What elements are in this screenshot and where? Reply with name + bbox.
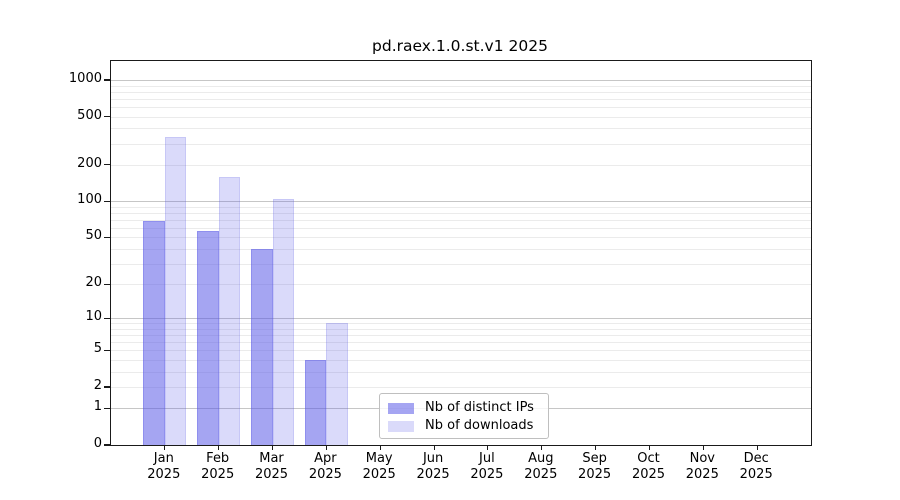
x-tick-label: Aug 2025 [524, 451, 558, 482]
gridline-minor [111, 91, 811, 93]
gridline-minor [111, 206, 811, 208]
y-tick-mark [104, 164, 110, 166]
y-tick-mark [104, 236, 110, 238]
bar-distinct-ips-mar [251, 248, 273, 445]
gridline-minor [111, 350, 811, 352]
x-tick-label: Dec 2025 [739, 451, 773, 482]
gridline-minor [111, 106, 811, 108]
y-tick-label: 5 [93, 341, 102, 357]
y-tick-label: 200 [77, 155, 102, 171]
x-tick-label: Oct 2025 [631, 451, 666, 482]
y-tick-mark [104, 444, 110, 446]
bar-distinct-ips-feb [197, 231, 219, 445]
gridline-minor [111, 98, 811, 100]
gridline-minor [111, 387, 811, 388]
gridline-minor [111, 284, 811, 286]
gridline-minor [111, 143, 811, 145]
gridline-major [111, 318, 811, 320]
x-tick-mark [164, 445, 166, 450]
gridline-minor [111, 371, 811, 373]
x-tick-label: Jul 2025 [470, 451, 504, 482]
x-tick-label: Nov 2025 [685, 451, 719, 482]
gridline-minor [111, 128, 811, 130]
legend-swatch-distinct-ips [388, 402, 414, 414]
gridline-minor [111, 237, 811, 239]
gridline-minor [111, 323, 811, 325]
bar-distinct-ips-jan [143, 220, 165, 445]
y-tick-mark [104, 386, 110, 388]
legend-item-downloads: Nb of downloads [388, 417, 540, 435]
gridline-minor [111, 212, 811, 214]
gridline-minor [111, 219, 811, 221]
gridline-minor [111, 248, 811, 250]
gridline-major [111, 201, 811, 203]
bar-downloads-feb [218, 176, 241, 445]
chart-title: pd.raex.1.0.st.v1 2025 [372, 37, 548, 55]
x-tick-mark [595, 445, 597, 450]
x-tick-label: May 2025 [362, 451, 396, 482]
x-tick-label: Jan 2025 [147, 451, 181, 482]
bar-downloads-apr [326, 323, 348, 445]
bar-downloads-jan [164, 136, 187, 445]
gridline-minor [111, 164, 811, 166]
x-tick-mark [702, 445, 704, 450]
gridline-minor [111, 342, 811, 344]
y-tick-label: 0 [93, 436, 102, 451]
y-tick-label: 50 [85, 228, 102, 244]
legend: Nb of distinct IPs Nb of downloads [379, 393, 549, 439]
y-tick-label: 20 [85, 275, 102, 291]
legend-label-downloads: Nb of downloads [425, 418, 534, 433]
gridline-minor [111, 328, 811, 330]
x-tick-mark [271, 445, 274, 450]
gridline-minor [111, 360, 811, 361]
y-tick-label: 1000 [68, 71, 102, 86]
gridline-minor [111, 116, 811, 118]
y-tick-label: 1 [93, 399, 102, 415]
plot-area: Nb of distinct IPs Nb of downloads [104, 60, 812, 450]
x-axis-tick-labels: Jan 2025 Feb 2025 Mar 2025 Apr 2025 May 2025… [110, 451, 810, 487]
x-tick-mark [541, 445, 543, 450]
legend-label-distinct-ips: Nb of distinct IPs [425, 400, 534, 415]
legend-item-distinct-ips: Nb of distinct IPs [388, 399, 540, 417]
y-tick-mark [104, 349, 110, 351]
legend-swatch-downloads [388, 420, 414, 432]
y-tick-label: 100 [77, 192, 102, 208]
gridline-minor [111, 85, 811, 87]
x-tick-mark [325, 445, 327, 450]
y-tick-mark [104, 200, 110, 202]
gridline-major [111, 80, 811, 81]
y-tick-label: 2 [93, 378, 102, 393]
y-tick-label: 10 [85, 309, 102, 325]
y-tick-mark [104, 407, 110, 409]
y-tick-mark [104, 116, 110, 118]
y-tick-mark [104, 79, 110, 81]
x-tick-mark [648, 445, 651, 450]
x-tick-label: Jun 2025 [416, 451, 450, 482]
x-tick-label: Feb 2025 [201, 451, 235, 482]
x-tick-label: Apr 2025 [308, 451, 342, 482]
x-tick-mark [487, 445, 489, 450]
gridline-minor [111, 227, 811, 229]
bar-downloads-mar [272, 199, 294, 445]
x-tick-mark [433, 445, 435, 450]
y-axis-tick-labels: 0 1 2 5 10 20 50 100 200 500 1000 [0, 60, 102, 451]
y-tick-mark [104, 317, 110, 319]
y-tick-label: 500 [77, 107, 102, 123]
y-tick-mark [104, 283, 110, 285]
x-tick-mark [379, 445, 381, 450]
gridline-minor [111, 263, 811, 265]
x-tick-mark [218, 445, 220, 450]
bar-distinct-ips-apr [304, 360, 327, 445]
gridline-minor [111, 335, 811, 337]
x-tick-label: Mar 2025 [254, 451, 289, 482]
x-tick-mark [756, 445, 758, 450]
x-tick-label: Sep 2025 [578, 451, 612, 482]
